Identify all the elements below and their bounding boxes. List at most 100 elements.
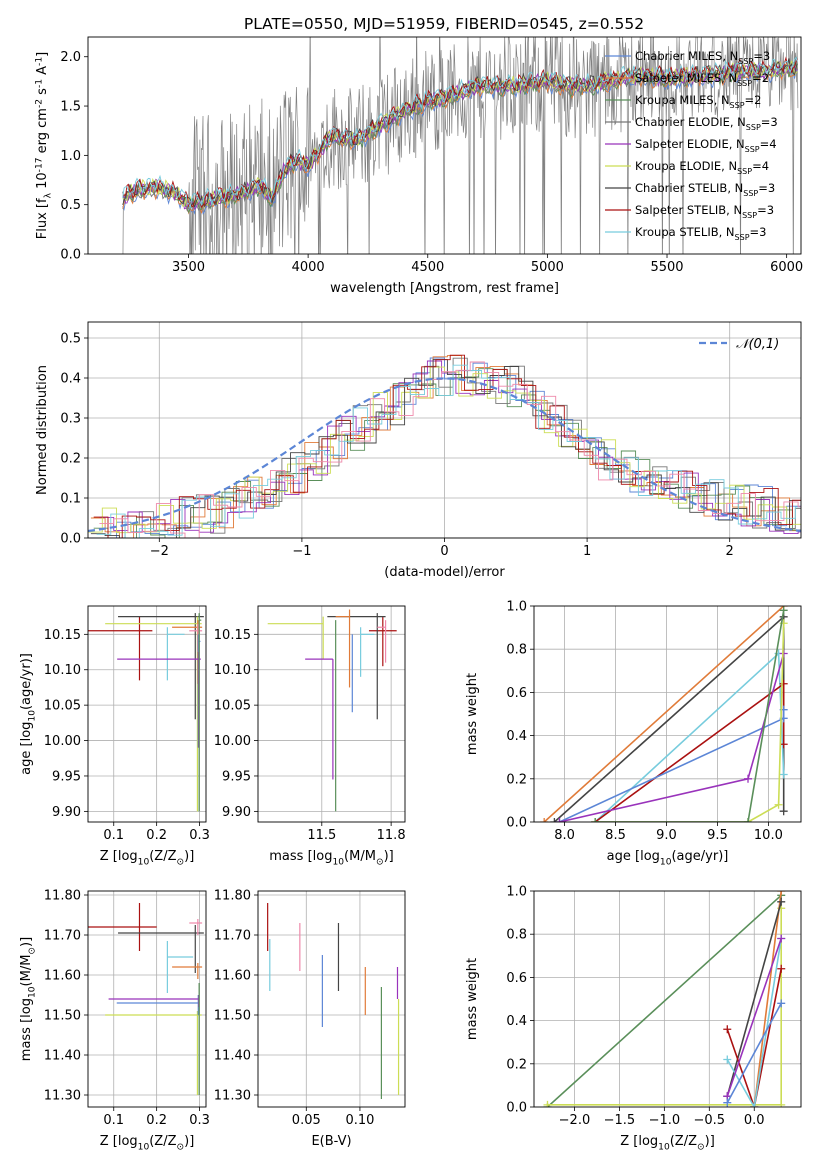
x-tick-label: 11.8 [377,828,406,843]
y-tick-label: 10.00 [44,734,81,749]
plot-area [258,606,405,822]
weight-series-marker [744,774,753,783]
x-tick-label: 0.2 [146,828,167,843]
residual-histogram [93,354,801,538]
errorbar-point [189,919,203,935]
x-tick-label: −2 [150,544,169,559]
weight-series-marker [723,1055,732,1064]
legend-entry: Chabrier MILES, NSSP=3 [635,49,770,66]
x-tick-label: 0.2 [146,1113,167,1128]
y-tick-label: 1.5 [60,100,81,115]
axes-frame [87,605,207,823]
y-tick-label: 11.40 [214,1049,251,1064]
model-spectrum-series [122,62,798,214]
weight-series-marker [779,807,788,816]
y-axis-label: mass weight [465,958,480,1040]
y-tick-label: 0.6 [506,686,527,701]
axes-frame [87,36,802,255]
y-tick-label: 0.4 [506,1014,527,1029]
y-axis-label: mass weight [465,673,480,755]
errorbar-point [108,995,200,1007]
legend-entry: Salpeter MILES, NSSP=2 [635,71,769,88]
x-axis-label: (data-model)/error [384,565,505,580]
weight-series-marker [777,999,786,1008]
x-tick-label: 9.5 [707,828,728,843]
weight-series-line [726,901,782,1097]
plot-area [88,322,801,538]
x-tick-label: 0.0 [744,1113,765,1128]
y-tick-label: 0.6 [506,971,527,986]
y-tick-label: 11.70 [44,929,81,944]
y-tick-label: 10.00 [214,734,251,749]
x-axis-label: mass [log10(M/M⊙)] [269,849,393,868]
weight-series-marker [550,818,559,822]
residual-histogram [88,366,801,534]
y-tick-label: 0.2 [506,1057,527,1072]
residual-histogram [90,355,801,538]
panel-mass_vs_Z: 0.1 0.2 0.3 11.30 11.40 11.50 11.60 11.70 11.80 Z… [19,889,210,1153]
y-tick-label: 10.05 [44,699,81,714]
y-tick-label: 0.5 [60,198,81,213]
weight-series-line [726,938,782,1097]
y-tick-label: 0.3 [60,412,81,427]
errorbar-point [198,613,202,812]
x-tick-label: 0.1 [103,828,124,843]
y-tick-label: 0.8 [506,928,527,943]
weight-series-line [595,623,785,822]
figure-title: PLATE=0550, MJD=51959, FIBERID=0545, z=0… [244,15,644,33]
y-tick-label: 9.95 [222,769,251,784]
axes-frame [87,321,802,539]
plot-area [258,891,405,1107]
y-tick-label: 10.15 [44,628,81,643]
x-tick-label: 8.5 [605,828,626,843]
axes-frame [533,605,802,823]
weight-series-marker [543,1100,552,1107]
observed-spectrum [122,37,799,254]
errorbar-point [88,616,153,681]
x-tick-label: 0.10 [345,1113,374,1128]
axes-frame [257,605,406,823]
plot-area [534,606,801,822]
errorbar-point [172,963,203,979]
x-axis-label: age [log10(age/yr)] [607,849,729,868]
x-tick-label: 11.5 [307,828,336,843]
panel-weight_vs_Z: −2.0 −1.5 −1.0 −0.5 0.0 0.0 0.2 0.4 0.6 0.8 1.0 Z [… [465,885,802,1153]
y-tick-label: 10.05 [214,699,251,714]
weight-series-marker [779,606,788,615]
y-tick-label: 10.15 [214,628,251,643]
errorbar-point [105,616,202,812]
panel-age_vs_mass: 11.5 11.8 9.90 9.95 10.00 10.05 10.10 10.15 mass… [214,605,406,868]
weight-series-line [726,1002,782,1104]
weight-series-marker [779,679,788,688]
x-tick-label: −2.0 [559,1113,591,1128]
panel-residuals: −2 −1 0 1 2 0.0 0.1 0.2 0.3 0.4 0.5 (data-model)/er… [35,321,802,580]
y-tick-label: 0.4 [506,729,527,744]
legend-entry: Kroupa STELIB, NSSP=3 [635,225,766,242]
y-tick-label: 11.30 [44,1089,81,1104]
x-axis-label: E(B-V) [311,1134,351,1149]
residual-histogram [99,361,801,538]
weight-series-marker [777,1100,786,1107]
x-tick-label: 10.0 [754,828,783,843]
weight-series-line [543,606,785,822]
plot-area [88,891,206,1107]
x-tick-label: 4000 [292,260,325,275]
plot-area [122,37,799,254]
weight-series-marker [540,818,549,822]
normal-reference-curve [88,377,801,533]
errorbar-point [305,658,334,780]
weight-series-line [726,968,782,1107]
weight-series-line [595,610,785,822]
x-axis-label: Z [log10(Z/Z⊙)] [100,849,195,868]
plot-area [88,606,206,822]
legend-entry: Chabrier ELODIE, NSSP=3 [635,115,778,132]
y-tick-label: 1.0 [506,885,527,900]
y-tick-label: 11.60 [214,969,251,984]
model-spectrum-series [122,56,798,210]
errorbar-point [360,627,375,677]
y-axis-label: mass [log10(M/M⊙)] [19,937,38,1061]
x-tick-label: 0.05 [292,1113,321,1128]
errorbar-point [166,941,194,993]
legend-entry: Kroupa ELODIE, NSSP=4 [635,159,769,176]
